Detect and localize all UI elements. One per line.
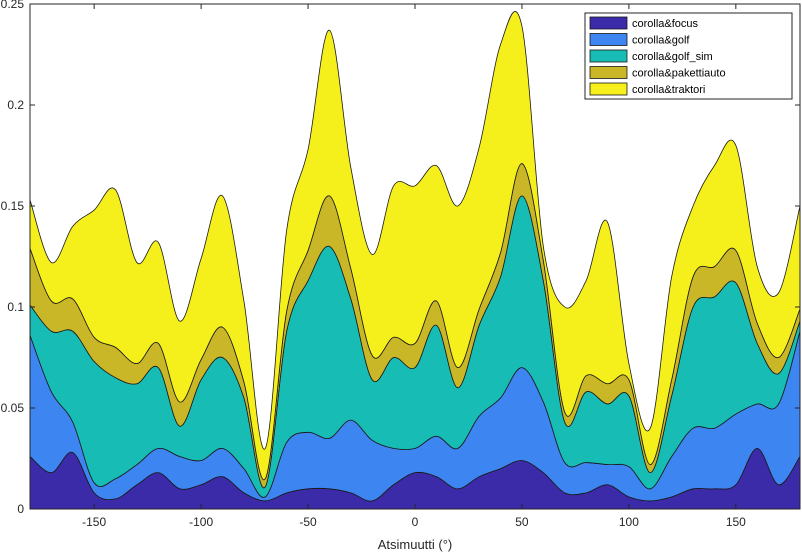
x-tick-label: -150 (82, 515, 106, 529)
legend-swatch (589, 49, 628, 63)
x-tick-label: -100 (189, 515, 213, 529)
y-tick-label: 0.1 (7, 300, 24, 314)
area-series-5 (29, 11, 801, 481)
x-tick-label: 150 (726, 515, 746, 529)
y-axis-ticks: 0 0.05 0.1 0.15 0.2 0.25 (1, 0, 800, 516)
y-tick-label: 0.05 (1, 401, 25, 415)
y-tick-label: 0.15 (1, 199, 25, 213)
legend: corolla&focus corolla&golf corolla&golf_si… (584, 12, 793, 100)
x-tick-label: 100 (619, 515, 639, 529)
area-series-group (29, 11, 801, 510)
legend-label: corolla&golf (632, 35, 690, 47)
x-tick-label: 0 (412, 515, 419, 529)
y-tick-label: 0.2 (7, 98, 24, 112)
legend-label: corolla&traktori (632, 84, 705, 96)
legend-label: corolla&golf_sim (632, 51, 713, 63)
legend-swatch (589, 16, 628, 30)
x-axis-ticks: -150 -100 -50 0 50 100 150 (82, 4, 746, 529)
y-tick-label: 0 (17, 502, 24, 516)
legend-swatch (589, 82, 628, 96)
legend-swatch (589, 33, 628, 46)
y-tick-label: 0.25 (1, 0, 25, 11)
legend-label: corolla&pakettiauto (632, 68, 726, 80)
legend-label: corolla&focus (632, 18, 699, 30)
x-tick-label: 50 (515, 515, 529, 529)
x-axis-label: Atsimuutti (°) (378, 537, 453, 552)
x-tick-label: -50 (299, 515, 317, 529)
legend-swatch (589, 66, 628, 79)
